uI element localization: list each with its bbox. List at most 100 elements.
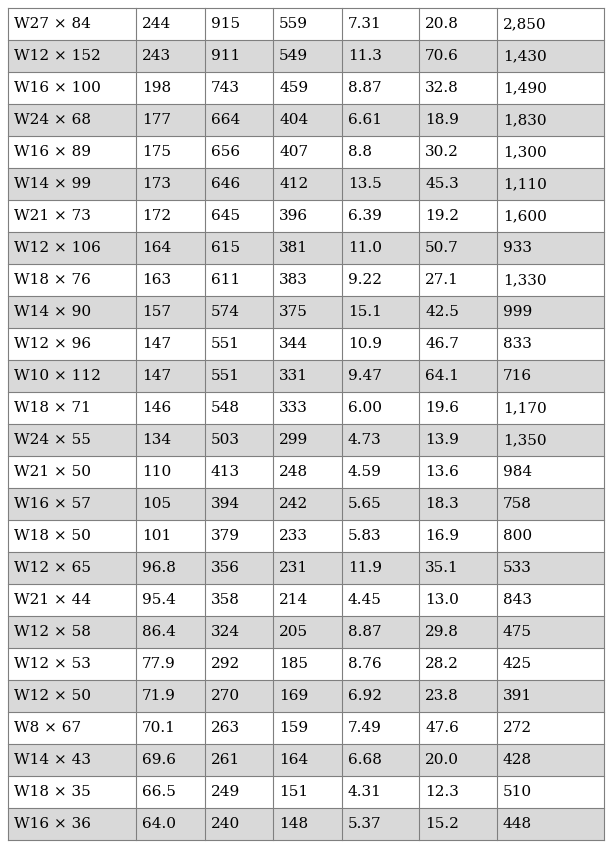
Text: 475: 475 <box>502 625 532 639</box>
Text: 5.83: 5.83 <box>348 529 381 543</box>
Text: 244: 244 <box>142 17 171 31</box>
Text: 574: 574 <box>211 305 240 319</box>
Text: 177: 177 <box>142 113 171 127</box>
Text: W18 × 76: W18 × 76 <box>14 273 91 287</box>
Text: 50.7: 50.7 <box>425 241 459 255</box>
Text: 10.9: 10.9 <box>348 337 382 351</box>
Text: 27.1: 27.1 <box>425 273 459 287</box>
Text: 157: 157 <box>142 305 171 319</box>
Text: 356: 356 <box>211 561 240 575</box>
Text: 13.5: 13.5 <box>348 177 381 191</box>
Text: 611: 611 <box>211 273 240 287</box>
Text: W18 × 35: W18 × 35 <box>14 785 91 799</box>
Text: 248: 248 <box>279 465 308 479</box>
Text: 381: 381 <box>279 241 308 255</box>
Text: W14 × 99: W14 × 99 <box>14 177 91 191</box>
Text: 42.5: 42.5 <box>425 305 459 319</box>
Text: 105: 105 <box>142 497 171 511</box>
Text: 19.6: 19.6 <box>425 401 459 415</box>
Bar <box>8 264 604 296</box>
Bar <box>8 488 604 520</box>
Text: 391: 391 <box>502 689 532 703</box>
Bar <box>8 104 604 136</box>
Text: 383: 383 <box>279 273 308 287</box>
Text: 18.9: 18.9 <box>425 113 459 127</box>
Text: 13.9: 13.9 <box>425 433 459 447</box>
Text: 263: 263 <box>211 721 240 735</box>
Text: 214: 214 <box>279 593 308 607</box>
Text: 412: 412 <box>279 177 308 191</box>
Text: 233: 233 <box>279 529 308 543</box>
Bar <box>8 136 604 168</box>
Bar <box>8 40 604 72</box>
Text: 615: 615 <box>211 241 240 255</box>
Text: 20.8: 20.8 <box>425 17 459 31</box>
Text: 758: 758 <box>502 497 532 511</box>
Text: 533: 533 <box>502 561 532 575</box>
Text: 18.3: 18.3 <box>425 497 459 511</box>
Text: 8.87: 8.87 <box>348 81 381 95</box>
Text: W12 × 65: W12 × 65 <box>14 561 91 575</box>
Text: W16 × 57: W16 × 57 <box>14 497 91 511</box>
Text: 645: 645 <box>211 209 240 223</box>
Text: 86.4: 86.4 <box>142 625 176 639</box>
Text: 146: 146 <box>142 401 171 415</box>
Text: 4.45: 4.45 <box>348 593 382 607</box>
Text: 1,490: 1,490 <box>502 81 547 95</box>
Text: 66.5: 66.5 <box>142 785 176 799</box>
Text: W8 × 67: W8 × 67 <box>14 721 81 735</box>
Text: W16 × 36: W16 × 36 <box>14 817 91 831</box>
Text: 15.1: 15.1 <box>348 305 382 319</box>
Text: 428: 428 <box>502 753 532 767</box>
Text: W12 × 152: W12 × 152 <box>14 49 101 63</box>
Bar <box>8 456 604 488</box>
Text: 407: 407 <box>279 145 308 159</box>
Bar <box>8 776 604 808</box>
Bar <box>8 808 604 840</box>
Text: 551: 551 <box>211 337 240 351</box>
Text: 243: 243 <box>142 49 171 63</box>
Text: 7.31: 7.31 <box>348 17 381 31</box>
Text: 95.4: 95.4 <box>142 593 176 607</box>
Text: 299: 299 <box>279 433 308 447</box>
Text: 8.87: 8.87 <box>348 625 381 639</box>
Text: 664: 664 <box>211 113 240 127</box>
Text: 646: 646 <box>211 177 240 191</box>
Text: 175: 175 <box>142 145 171 159</box>
Text: 743: 743 <box>211 81 240 95</box>
Text: 333: 333 <box>279 401 308 415</box>
Text: 459: 459 <box>279 81 308 95</box>
Text: 9.22: 9.22 <box>348 273 382 287</box>
Bar <box>8 296 604 328</box>
Text: W24 × 68: W24 × 68 <box>14 113 91 127</box>
Text: 984: 984 <box>502 465 532 479</box>
Text: W21 × 50: W21 × 50 <box>14 465 91 479</box>
Text: 35.1: 35.1 <box>425 561 459 575</box>
Text: 169: 169 <box>279 689 308 703</box>
Bar <box>8 520 604 552</box>
Text: 69.6: 69.6 <box>142 753 176 767</box>
Text: 843: 843 <box>502 593 532 607</box>
Text: 96.8: 96.8 <box>142 561 176 575</box>
Text: 4.59: 4.59 <box>348 465 382 479</box>
Text: 29.8: 29.8 <box>425 625 459 639</box>
Text: 47.6: 47.6 <box>425 721 459 735</box>
Text: 45.3: 45.3 <box>425 177 459 191</box>
Text: 1,600: 1,600 <box>502 209 547 223</box>
Text: 110: 110 <box>142 465 171 479</box>
Bar <box>8 584 604 616</box>
Text: 1,330: 1,330 <box>502 273 547 287</box>
Text: 30.2: 30.2 <box>425 145 459 159</box>
Text: 11.3: 11.3 <box>348 49 382 63</box>
Bar <box>8 392 604 424</box>
Text: 292: 292 <box>211 657 240 671</box>
Text: 413: 413 <box>211 465 240 479</box>
Text: 915: 915 <box>211 17 240 31</box>
Text: 240: 240 <box>211 817 240 831</box>
Bar <box>8 232 604 264</box>
Text: 19.2: 19.2 <box>425 209 459 223</box>
Text: 164: 164 <box>279 753 308 767</box>
Text: 549: 549 <box>279 49 308 63</box>
Text: 2,850: 2,850 <box>502 17 547 31</box>
Text: 6.92: 6.92 <box>348 689 382 703</box>
